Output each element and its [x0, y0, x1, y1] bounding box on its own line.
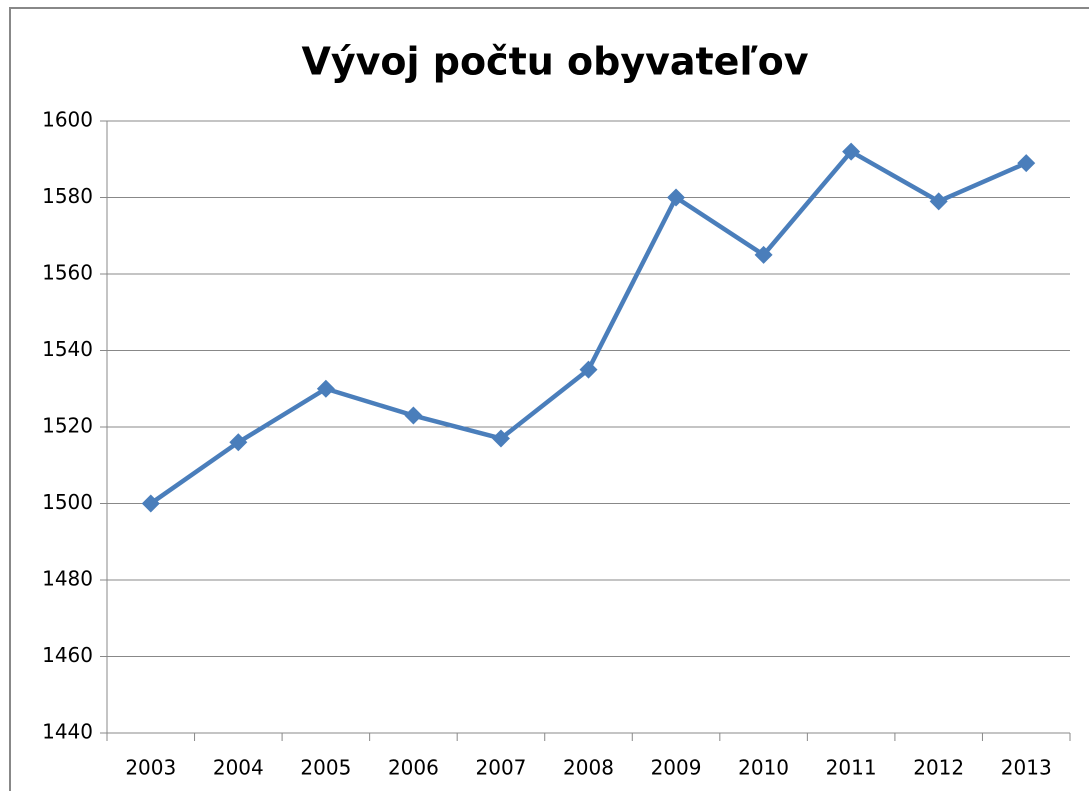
- marker: [404, 406, 423, 425]
- x-tick-label: 2008: [563, 756, 614, 780]
- y-tick-label: 1480: [42, 567, 93, 591]
- x-tick-label: 2004: [213, 756, 264, 780]
- y-tick-label: 1520: [42, 414, 93, 438]
- y-tick-label: 1540: [42, 337, 93, 361]
- marker: [1017, 154, 1036, 173]
- x-tick-label: 2010: [738, 756, 789, 780]
- y-tick-label: 1600: [42, 108, 93, 132]
- y-tick-label: 1580: [42, 184, 93, 208]
- x-tick-label: 2006: [388, 756, 439, 780]
- marker: [316, 379, 335, 398]
- y-tick-label: 1500: [42, 490, 93, 514]
- marker: [141, 494, 160, 513]
- marker: [579, 360, 598, 379]
- marker: [491, 429, 510, 448]
- x-tick-label: 2013: [1001, 756, 1052, 780]
- marker: [667, 188, 686, 207]
- y-tick-label: 1560: [42, 261, 93, 285]
- x-tick-label: 2011: [826, 756, 877, 780]
- x-tick-label: 2005: [300, 756, 351, 780]
- chart-title: Vývoj počtu obyvateľov: [301, 40, 808, 84]
- x-tick-label: 2003: [125, 756, 176, 780]
- marker: [229, 433, 248, 452]
- y-tick-label: 1460: [42, 643, 93, 667]
- x-tick-label: 2012: [913, 756, 964, 780]
- y-tick-label: 1440: [42, 720, 93, 744]
- x-tick-label: 2009: [651, 756, 702, 780]
- x-tick-label: 2007: [476, 756, 527, 780]
- marker: [929, 192, 948, 211]
- marker: [842, 142, 861, 161]
- marker: [754, 245, 773, 264]
